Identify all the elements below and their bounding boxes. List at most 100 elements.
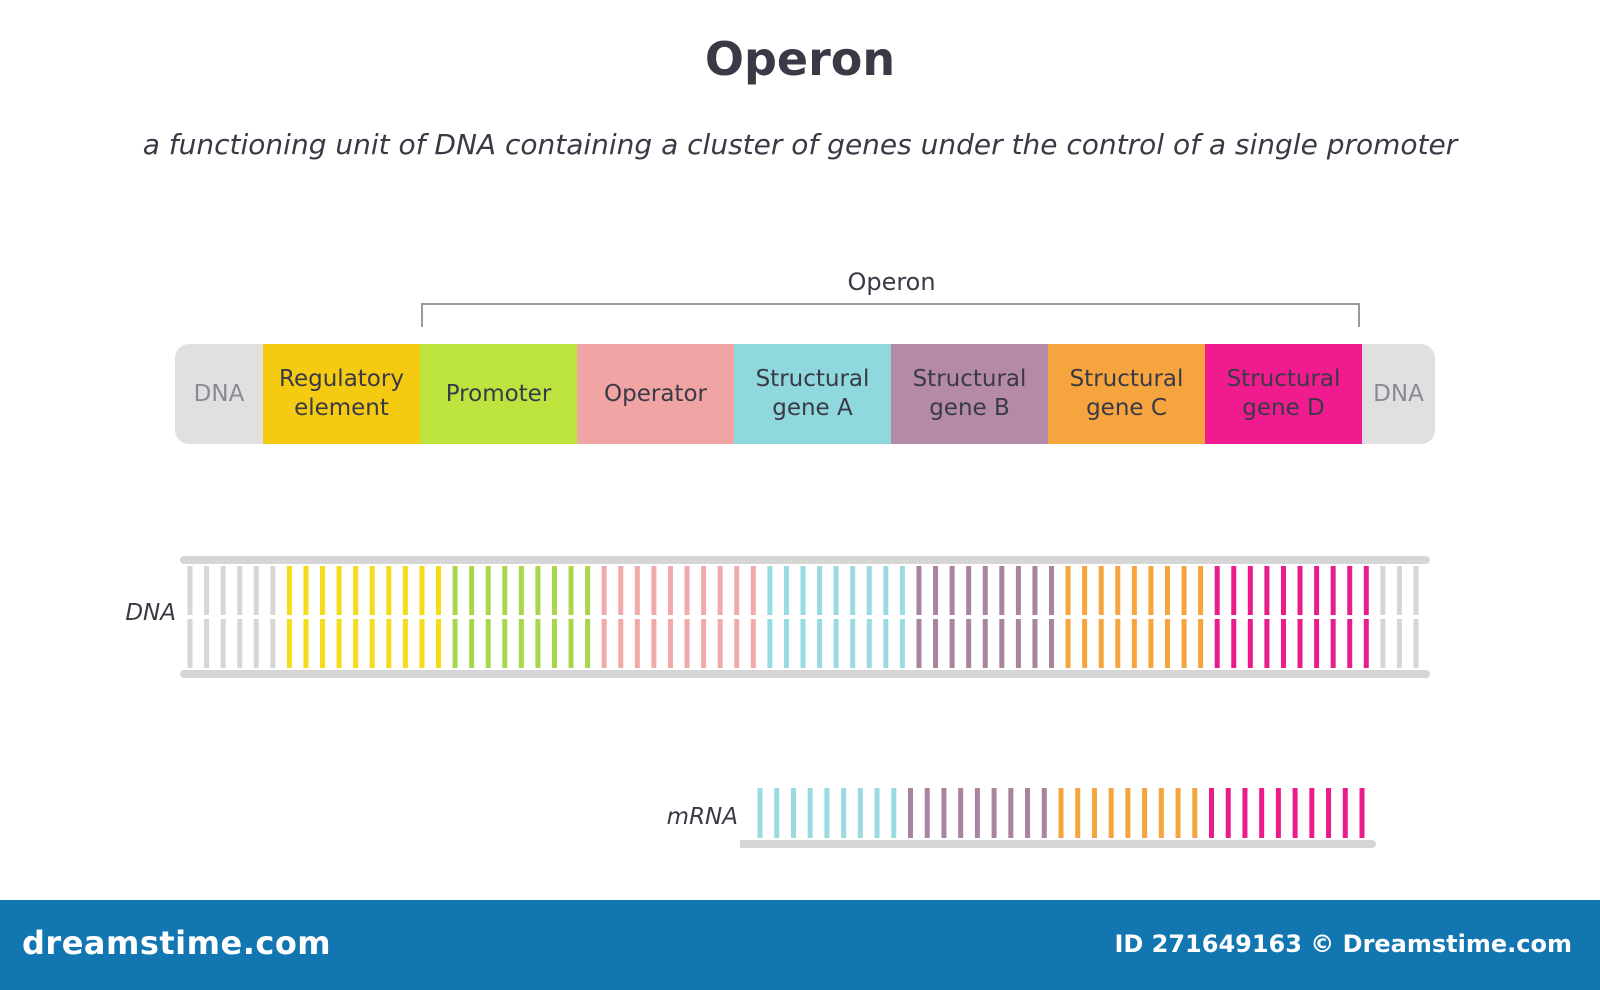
dna-rung-regulatory-element (436, 619, 442, 668)
dna-rung-promoter (518, 566, 524, 615)
dna-rung-structural-gene-d (1297, 619, 1303, 668)
dna-rung-regulatory-element (369, 566, 375, 615)
dna-rung-structural-gene-b (982, 619, 988, 668)
mrna-rung-structural-gene-d (1242, 788, 1248, 838)
operon-bracket-label: Operon (847, 268, 936, 296)
mrna-rung-structural-gene-c (1108, 788, 1114, 838)
tube-segment-label: DNA (193, 380, 245, 407)
tube-segment-operator: Operator (577, 344, 734, 444)
tube-segment-structural-gene-c: Structural gene C (1048, 344, 1205, 444)
tube-segment-label: gene A (772, 395, 853, 421)
footer-logo[interactable]: dreamstime.com (22, 924, 332, 962)
dna-rung-structural-gene-a (800, 619, 806, 668)
mrna-rung-structural-gene-b (908, 788, 913, 838)
dna-rung-regulatory-element (320, 619, 326, 668)
dna-rung-structural-gene-a (866, 566, 872, 615)
dna-rung-promoter (551, 566, 557, 615)
dna-rung-promoter (452, 619, 458, 668)
dna-rung-dna-left (253, 619, 259, 668)
dna-rung-promoter (535, 619, 541, 668)
dna-rung-dna-left (187, 566, 193, 615)
tube-segment-label: Structural (755, 366, 870, 392)
mrna-rung-structural-gene-c (1158, 788, 1164, 838)
dna-rung-regulatory-element (286, 619, 292, 668)
dna-rung-dna-left (237, 566, 243, 615)
dna-rung-structural-gene-c (1164, 619, 1170, 668)
dna-rung-dna-left (253, 566, 259, 615)
dna-rung-operator (750, 566, 756, 615)
dna-rung-structural-gene-a (833, 566, 839, 615)
dna-rung-operator (717, 566, 723, 615)
mrna-rung-structural-gene-d (1225, 788, 1231, 838)
tube-segment-promoter: Promoter (420, 344, 577, 444)
dna-rung-structural-gene-b (933, 619, 939, 668)
dna-rung-structural-gene-d (1247, 566, 1253, 615)
mrna-rung-structural-gene-c (1192, 788, 1198, 838)
dna-rung-promoter (568, 566, 574, 615)
dna-rung-structural-gene-d (1280, 619, 1286, 668)
dna-rung-operator (601, 566, 607, 615)
mrna-rung-structural-gene-a (757, 788, 763, 838)
dna-rung-regulatory-element (386, 619, 392, 668)
dna-rung-structural-gene-a (800, 566, 806, 615)
dna-backbone-bottom (180, 670, 1430, 678)
dna-rung-operator (684, 619, 690, 668)
dna-rung-dna-left (187, 619, 193, 668)
dna-rung-regulatory-element (353, 566, 359, 615)
mrna-rung-structural-gene-c (1175, 788, 1181, 838)
dna-rung-dna-left (220, 566, 226, 615)
dna-rung-dna-right (1396, 566, 1402, 615)
mrna-rung-structural-gene-d (1359, 788, 1365, 838)
mrna-rung-structural-gene-a (857, 788, 863, 838)
dna-rung-structural-gene-a (783, 566, 789, 615)
dna-rung-structural-gene-b (999, 619, 1005, 668)
dna-rung-regulatory-element (436, 566, 442, 615)
dna-rung-structural-gene-a (899, 619, 905, 668)
dna-rung-structural-gene-a (850, 566, 856, 615)
dna-rung-structural-gene-a (883, 566, 889, 615)
footer-bar: dreamstime.com ID 271649163 © Dreamstime… (0, 900, 1600, 990)
dna-rung-structural-gene-b (949, 566, 955, 615)
dna-rung-regulatory-element (320, 566, 326, 615)
dna-rung-promoter (535, 566, 541, 615)
dna-rung-structural-gene-c (1115, 619, 1121, 668)
mrna-rung-structural-gene-b (991, 788, 997, 838)
dna-rung-structural-gene-c (1065, 566, 1071, 615)
tube-segment-label: Operator (604, 380, 707, 407)
dna-rung-operator (618, 619, 624, 668)
tube-segment-label: element (294, 395, 389, 421)
mrna-rung-structural-gene-b (1041, 788, 1047, 838)
dna-rung-dna-right (1396, 619, 1402, 668)
dna-rung-structural-gene-d (1231, 566, 1237, 615)
dna-rung-promoter (585, 619, 591, 668)
dna-rung-structural-gene-b (1015, 619, 1021, 668)
dna-rung-dna-left (270, 566, 276, 615)
dna-rung-structural-gene-d (1347, 566, 1353, 615)
dna-rung-structural-gene-d (1297, 566, 1303, 615)
mrna-rung-structural-gene-d (1326, 788, 1332, 838)
dna-rung-structural-gene-d (1264, 566, 1270, 615)
dna-rung-structural-gene-a (833, 619, 839, 668)
dna-rung-structural-gene-b (1049, 619, 1055, 668)
dna-rung-structural-gene-d (1214, 619, 1220, 668)
mrna-rung-structural-gene-c (1125, 788, 1131, 838)
dna-rung-structural-gene-b (933, 566, 939, 615)
dna-rung-structural-gene-d (1247, 619, 1253, 668)
dna-rung-structural-gene-c (1082, 619, 1088, 668)
mrna-rung-structural-gene-d (1292, 788, 1298, 838)
dna-rung-regulatory-element (303, 566, 309, 615)
dna-rung-structural-gene-c (1148, 566, 1154, 615)
dna-rung-structural-gene-c (1098, 566, 1104, 615)
dna-rung-operator (618, 566, 624, 615)
dna-rung-promoter (485, 566, 491, 615)
tube-segment-structural-gene-d: Structural gene D (1205, 344, 1362, 444)
mrna-rung-structural-gene-a (891, 788, 897, 838)
dna-ladder (180, 552, 1430, 682)
mrna-rung-structural-gene-d (1275, 788, 1281, 838)
mrna-rung-structural-gene-a (774, 788, 780, 838)
mrna-rung-structural-gene-b (958, 788, 964, 838)
mrna-rung-structural-gene-b (1025, 788, 1031, 838)
dna-rung-structural-gene-c (1198, 566, 1204, 615)
dna-rung-operator (701, 566, 707, 615)
dna-rung-structural-gene-a (817, 619, 823, 668)
